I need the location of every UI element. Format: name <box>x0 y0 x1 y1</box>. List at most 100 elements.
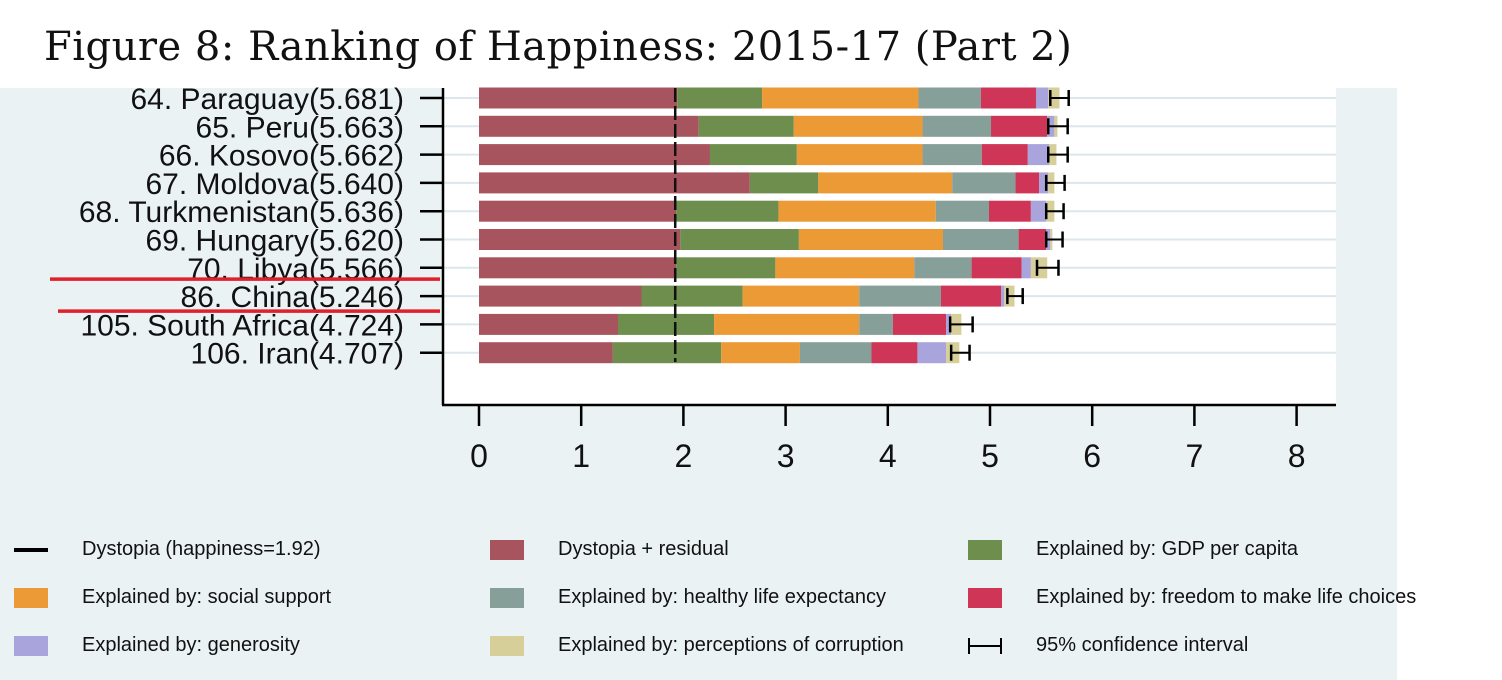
x-tick-label: 0 <box>470 438 488 474</box>
bar-segment <box>479 342 613 364</box>
legend-item: Explained by: social support <box>14 586 331 609</box>
legend-label: Explained by: social support <box>82 586 332 608</box>
bar-segment <box>612 342 722 364</box>
y-tick-label: 86. China(5.246) <box>181 281 404 314</box>
y-tick-label: 106. Iran(4.707) <box>191 338 404 371</box>
bar-segment <box>971 257 1022 279</box>
bar-segment <box>479 285 642 307</box>
legend-swatch <box>14 635 48 656</box>
bar-segment <box>1018 229 1047 250</box>
legend-label: 95% confidence interval <box>1036 634 1249 656</box>
legend-label: Explained by: healthy life expectancy <box>558 586 886 608</box>
bar-segment <box>952 172 1016 194</box>
legend-item: Explained by: GDP per capita <box>968 538 1298 561</box>
y-tick-label: 64. Paraguay(5.681) <box>130 83 404 116</box>
bar-segment <box>1035 87 1049 109</box>
bar-segment <box>479 313 618 335</box>
legend-label: Explained by: GDP per capita <box>1036 538 1299 560</box>
bar-segment <box>981 144 1028 166</box>
bar-segment <box>917 342 947 364</box>
bar-segment <box>479 87 678 109</box>
legend-item: Explained by: healthy life expectancy <box>490 586 886 609</box>
legend-label: Explained by: freedom to make life choic… <box>1036 586 1417 608</box>
legend-label: Explained by: perceptions of corruption <box>558 634 904 656</box>
bar-segment <box>935 200 989 222</box>
bar-segment <box>798 229 943 250</box>
legend-item: Explained by: perceptions of corruption <box>490 634 904 657</box>
bar-segment <box>799 342 872 364</box>
bar-segment <box>1001 285 1005 307</box>
bar-segment <box>922 144 982 166</box>
bar-segment <box>778 200 936 222</box>
bar-segment <box>479 257 677 279</box>
x-tick-label: 2 <box>675 438 693 474</box>
x-tick-label: 8 <box>1288 438 1306 474</box>
bar-segment <box>1027 144 1050 166</box>
chart-legend: Dystopia (happiness=1.92) Dystopia + resi… <box>0 530 1502 680</box>
legend-item: Explained by: freedom to make life choic… <box>968 586 1416 609</box>
legend-item: Dystopia + residual <box>490 538 729 561</box>
bar-segment <box>1030 200 1047 222</box>
legend-swatch <box>490 539 524 560</box>
legend-swatch <box>968 636 1002 656</box>
y-tick-label: 68. Turkmenistan(5.636) <box>79 196 404 229</box>
legend-swatch <box>968 539 1002 560</box>
bar-segment <box>796 144 923 166</box>
bar-segment <box>859 313 893 335</box>
legend-label: Dystopia (happiness=1.92) <box>82 538 321 560</box>
y-tick-label: 69. Hungary(5.620) <box>146 225 405 258</box>
legend-label: Explained by: generosity <box>82 634 300 656</box>
bar-segment <box>479 200 677 222</box>
x-tick-label: 7 <box>1186 438 1204 474</box>
figure-title: Figure 8: Ranking of Happiness: 2015-17 … <box>44 24 1073 70</box>
bar-segment <box>940 285 1002 307</box>
legend-swatch <box>14 587 48 608</box>
x-tick-label: 5 <box>981 438 999 474</box>
legend-item: 95% confidence interval <box>968 634 1248 657</box>
y-tick-label: 65. Peru(5.663) <box>196 111 404 144</box>
bar-segment <box>742 285 860 307</box>
bar-segment <box>479 229 681 250</box>
bar-segment <box>714 313 860 335</box>
x-tick-label: 6 <box>1083 438 1101 474</box>
legend-label: Dystopia + residual <box>558 538 729 560</box>
bar-segment <box>698 115 794 137</box>
legend-swatch <box>490 635 524 656</box>
x-tick-label: 3 <box>777 438 795 474</box>
legend-swatch <box>490 587 524 608</box>
bar-segment <box>980 87 1036 109</box>
bar-segment <box>641 285 743 307</box>
bar-segment <box>677 87 763 109</box>
x-tick-label: 1 <box>572 438 590 474</box>
bar-segment <box>1039 172 1049 194</box>
bar-segment <box>914 257 972 279</box>
bar-segment <box>922 115 992 137</box>
bar-segment <box>680 229 799 250</box>
bar-segment <box>988 200 1031 222</box>
bar-segment <box>1021 257 1031 279</box>
legend-swatch <box>14 547 48 552</box>
bar-segment <box>871 342 918 364</box>
bar-segment <box>818 172 953 194</box>
bar-segment <box>918 87 981 109</box>
bar-segment <box>775 257 915 279</box>
bar-segment <box>676 257 776 279</box>
bar-segment <box>946 313 952 335</box>
bar-segment <box>762 87 919 109</box>
x-tick-label: 4 <box>879 438 897 474</box>
bar-segment <box>479 172 750 194</box>
legend-swatch <box>968 587 1002 608</box>
bar-segment <box>942 229 1019 250</box>
bar-segment <box>1015 172 1040 194</box>
bar-segment <box>991 115 1048 137</box>
bar-segment <box>721 342 800 364</box>
y-tick-label: 66. Kosovo(5.662) <box>159 140 404 173</box>
bar-segment <box>617 313 715 335</box>
bar-segment <box>676 200 779 222</box>
bar-segment <box>892 313 947 335</box>
legend-item: Dystopia (happiness=1.92) <box>14 538 320 561</box>
y-tick-label: 105. South Africa(4.724) <box>80 309 404 342</box>
bar-segment <box>793 115 923 137</box>
